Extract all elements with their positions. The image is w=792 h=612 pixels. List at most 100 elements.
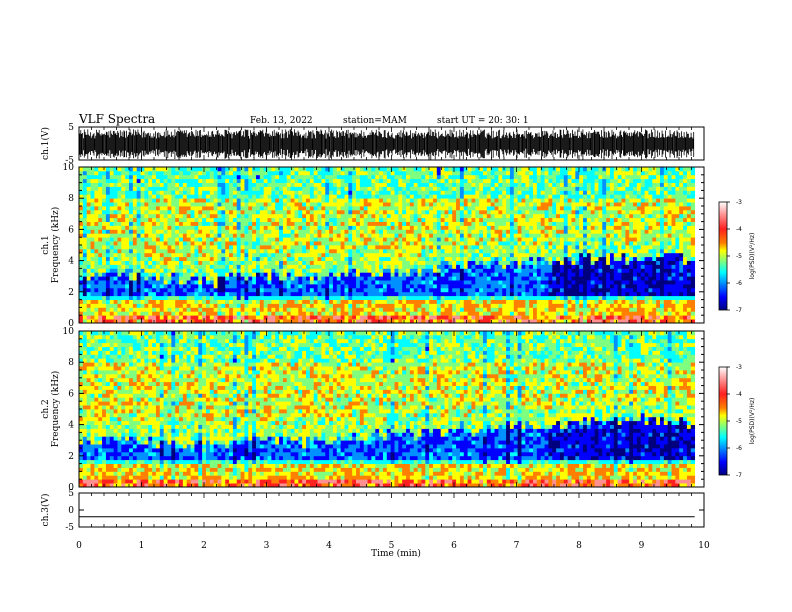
spectrogram-cell: [286, 295, 292, 300]
spectrogram-cell: [90, 299, 95, 304]
spectrogram-cell: [82, 221, 88, 226]
spectrogram-cell: [125, 252, 130, 258]
spectrogram-cell: [171, 190, 176, 195]
spectrogram-cell: [517, 307, 522, 312]
spectrogram-cell: [429, 248, 434, 254]
spectrogram-cell: [432, 303, 438, 308]
spectrogram-cell: [102, 237, 107, 242]
spectrogram-cell: [198, 272, 203, 277]
spectrogram-cell: [402, 229, 407, 234]
spectrogram-cell: [244, 174, 249, 180]
spectrogram-cell: [359, 280, 365, 285]
spectrogram-cell: [290, 198, 295, 203]
spectrogram-cell: [155, 276, 161, 281]
spectrogram-cell: [171, 213, 176, 219]
spectrogram-cell: [363, 194, 368, 199]
spectrogram-cell: [132, 260, 138, 265]
spectrogram-cell: [279, 291, 284, 297]
spectrogram-cell: [498, 256, 503, 261]
spectrogram-cell: [317, 319, 322, 324]
spectrogram-cell: [94, 299, 99, 304]
spectrogram-cell: [406, 190, 411, 195]
spectrogram-cell: [306, 284, 311, 289]
spectrogram-cell: [167, 213, 172, 219]
spectrogram-cell: [517, 209, 522, 215]
spectrogram-cell: [329, 256, 334, 261]
spectrogram-cell: [409, 260, 415, 265]
spectrogram-cell: [279, 276, 284, 281]
spectrogram-cell: [413, 299, 418, 304]
spectrogram-cell: [329, 221, 334, 226]
spectrogram-cell: [98, 311, 103, 316]
spectrogram-cell: [506, 260, 511, 265]
spectrogram-cell: [344, 209, 349, 215]
spectrogram-cell: [413, 206, 418, 211]
spectrogram-cell: [536, 272, 542, 277]
spectrogram-cell: [113, 194, 118, 199]
spectrogram-cell: [456, 206, 461, 211]
spectrogram-cell: [271, 198, 276, 203]
spectrogram-cell: [129, 307, 134, 312]
spectrogram-cell: [306, 287, 311, 293]
spectrogram-cell: [329, 190, 334, 195]
spectrogram-cell: [536, 276, 542, 281]
spectrogram-cell: [483, 260, 488, 265]
spectrogram-cell: [348, 284, 353, 289]
spectrogram-cell: [132, 276, 138, 281]
spectrogram-cell: [159, 319, 165, 324]
spectrogram-cell: [371, 315, 376, 320]
spectrogram-cell: [321, 190, 326, 195]
spectrogram-cell: [144, 170, 149, 176]
spectrogram-cell: [390, 225, 395, 230]
spectrogram-cell: [148, 186, 153, 191]
spectrogram-cell: [186, 186, 191, 191]
spectrogram-cell: [252, 229, 257, 234]
spectrogram-cell: [540, 291, 545, 297]
spectrogram-cell: [194, 311, 199, 316]
spectrogram-cell: [413, 209, 418, 215]
spectrogram-cell: [282, 190, 288, 195]
spectrogram-cell: [444, 291, 449, 297]
spectrogram-cell: [448, 260, 453, 265]
spectrogram-cell: [479, 209, 484, 215]
spectrogram-cell: [471, 260, 476, 265]
spectrogram-cell: [475, 190, 480, 195]
spectrogram-cell: [82, 174, 88, 180]
spectrogram-cell: [117, 245, 122, 250]
spectrogram-cell: [186, 170, 191, 176]
spectrogram-cell: [502, 221, 507, 226]
spectrogram-cell: [244, 248, 249, 254]
spectrogram-cell: [132, 256, 138, 261]
spectrogram-cell: [240, 287, 245, 293]
spectrogram-cell: [406, 225, 411, 230]
spectrogram-cell: [229, 237, 234, 242]
spectrogram-cell: [513, 287, 519, 293]
spectrogram-cell: [194, 276, 199, 281]
spectrogram-cell: [171, 252, 176, 258]
spectrogram-cell: [367, 217, 372, 222]
spectrogram-cell: [444, 229, 449, 234]
spectrogram-cell: [202, 221, 207, 226]
spectrogram-cell: [152, 276, 157, 281]
spectrogram-cell: [544, 233, 549, 238]
spectrogram-cell: [275, 217, 280, 222]
spectrogram-cell: [359, 252, 365, 258]
spectrogram-cell: [194, 182, 199, 187]
spectrogram-cell: [371, 170, 376, 176]
spectrogram-cell: [252, 237, 257, 242]
spectrogram-cell: [306, 291, 311, 297]
spectrogram-cell: [306, 264, 311, 269]
spectrogram-cell: [436, 241, 442, 246]
spectrogram-cell: [533, 237, 538, 242]
spectrogram-cell: [290, 241, 295, 246]
spectrogram-cell: [267, 229, 272, 234]
spectrogram-cell: [248, 209, 253, 215]
spectrogram-cell: [309, 229, 315, 234]
spectrogram-cell: [259, 217, 265, 222]
spectrogram-cell: [483, 307, 488, 312]
spectrogram-cell: [179, 221, 184, 226]
spectrogram-cell: [486, 209, 492, 215]
spectrogram-cell: [498, 217, 503, 222]
spectrogram-cell: [382, 182, 388, 187]
spectrogram-cell: [90, 280, 95, 285]
